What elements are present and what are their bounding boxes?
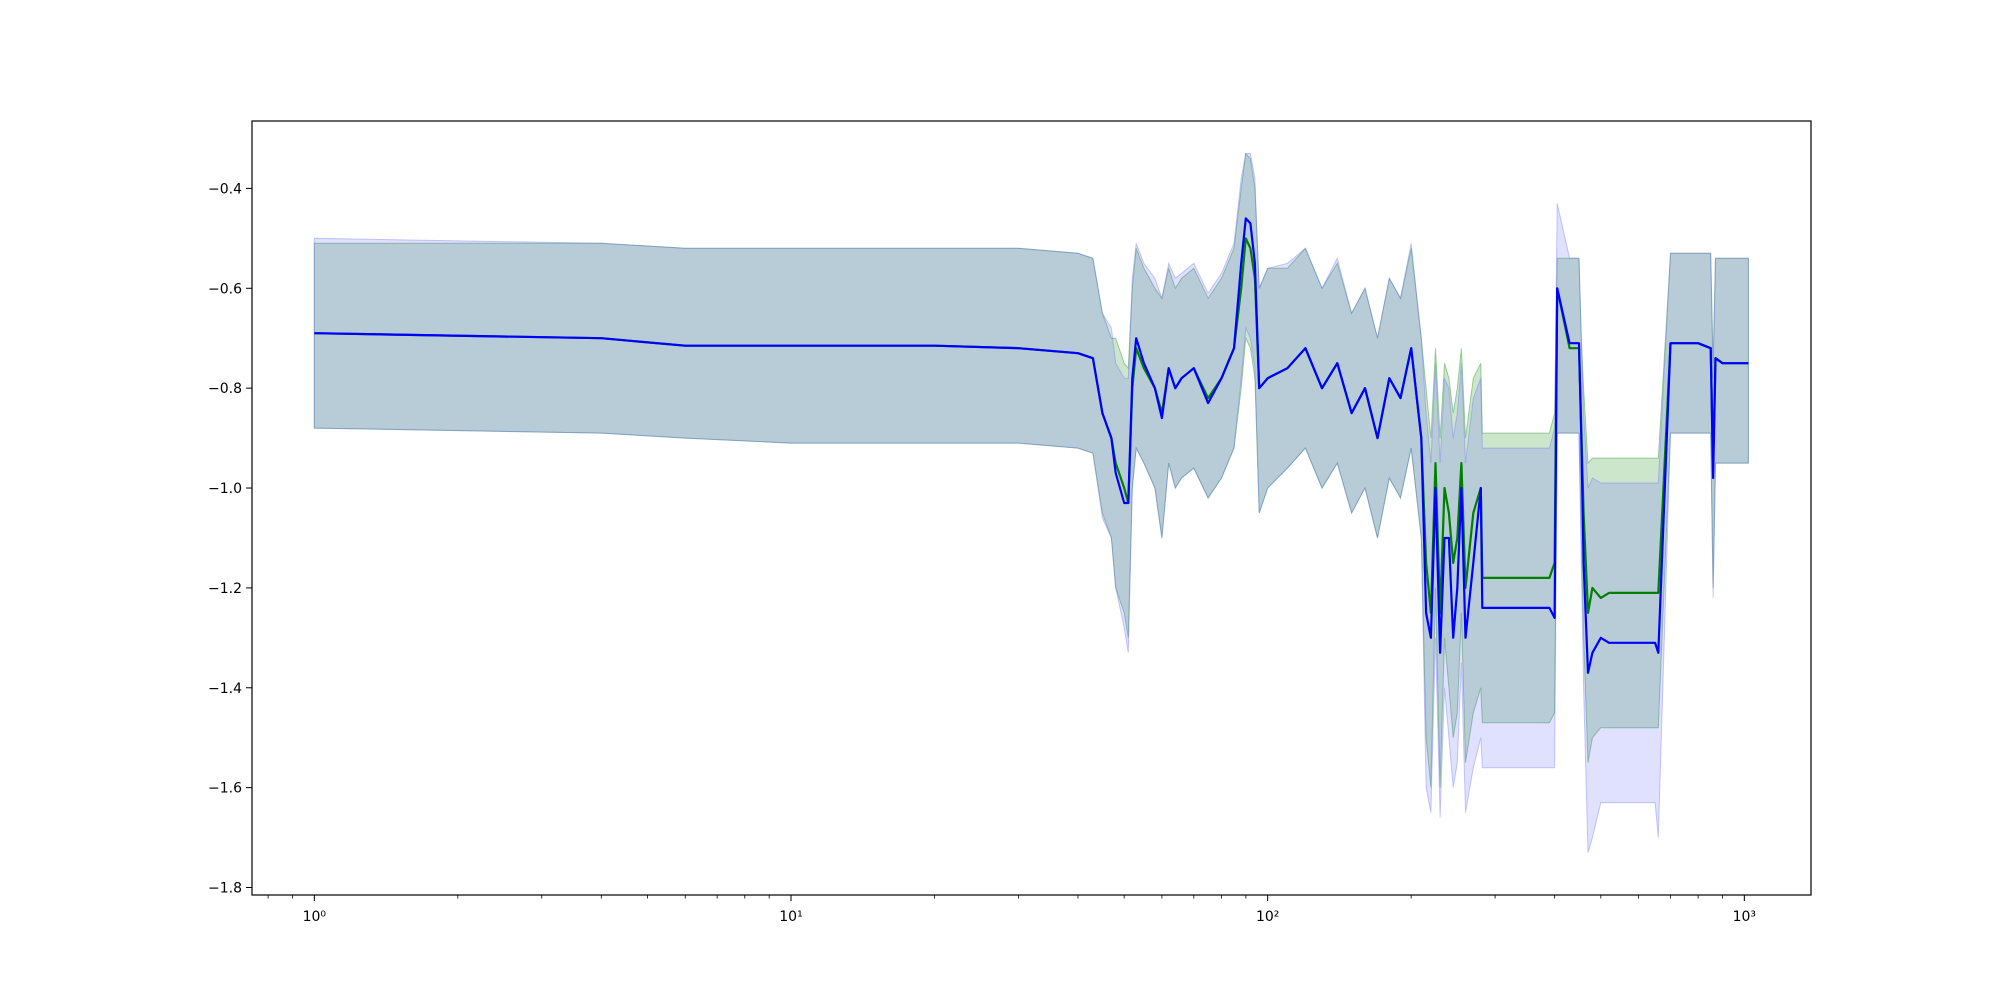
y-tick-label: −1.8: [208, 881, 242, 897]
confidence-band-2: [313, 153, 1749, 853]
y-tick-label: −1.6: [208, 781, 242, 797]
y-tick-label: −0.6: [208, 281, 242, 297]
confidence-band-1: [313, 152, 1749, 788]
series-line-2: [314, 217, 1749, 674]
x-tick-label: 10²: [1256, 909, 1279, 925]
x-tick-label: 10⁰: [303, 909, 327, 925]
confidence-bands: [313, 152, 1749, 853]
x-axis: 10⁰ 10¹ 10² 10³: [267, 895, 1756, 925]
x-tick-label: 10³: [1733, 909, 1756, 925]
y-tick-label: −0.8: [208, 381, 242, 397]
y-tick-label: −0.4: [208, 181, 242, 197]
y-tick-label: −1.0: [208, 481, 242, 497]
y-axis: −0.4 −0.6 −0.8 −1.0 −1.2 −1.4 −1.6 −1.8: [208, 181, 252, 897]
plot-frame: [251, 120, 1812, 896]
series-lines: [314, 217, 1749, 674]
x-tick-label: 10¹: [779, 909, 802, 925]
y-tick-label: −1.4: [208, 681, 242, 697]
y-tick-label: −1.2: [208, 581, 242, 597]
